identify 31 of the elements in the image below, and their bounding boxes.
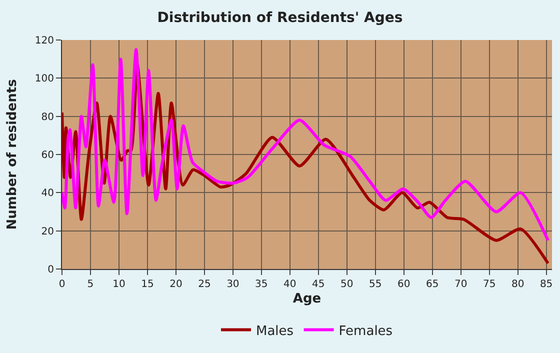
x-tick-label: 5 (87, 279, 94, 290)
x-tick-label: 0 (58, 279, 66, 290)
x-tick-label: 55 (369, 279, 382, 290)
x-tick-label: 75 (482, 279, 496, 290)
chart-title: Distribution of Residents' Ages (157, 10, 403, 26)
x-tick-label: 35 (255, 279, 268, 290)
x-tick-label: 60 (397, 279, 410, 290)
x-tick-label: 10 (112, 279, 126, 290)
y-axis-title: Number of residents (4, 78, 20, 230)
x-tick-label: 85 (540, 279, 553, 290)
y-tick-label: 40 (41, 188, 54, 200)
x-tick-label: 15 (141, 279, 154, 290)
legend-label: Males (256, 324, 294, 339)
y-tick-label: 0 (48, 264, 54, 276)
x-axis-title: Age (292, 292, 322, 307)
x-tick-label: 25 (198, 279, 211, 290)
y-tick-label: 20 (41, 226, 54, 238)
line-series (62, 48, 550, 242)
x-tick-label: 30 (226, 279, 240, 290)
y-tick-label: 60 (41, 150, 54, 161)
x-tick-label: 50 (340, 279, 354, 290)
x-tick-label: 40 (284, 279, 296, 290)
legend-label: Females (338, 324, 393, 339)
y-tick-label: 120 (34, 36, 54, 46)
x-tick-label: 20 (170, 279, 182, 290)
x-tick-label: 80 (511, 279, 524, 290)
y-tick-label: 80 (41, 112, 54, 123)
x-tick-label: 65 (426, 279, 439, 290)
y-tick-label: 100 (34, 74, 54, 85)
x-tick-label: 70 (454, 279, 468, 290)
x-tick-label: 45 (312, 279, 325, 290)
